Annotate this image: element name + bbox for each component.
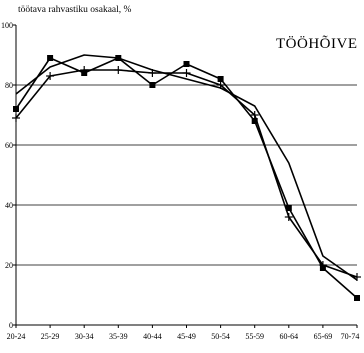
x-tick-label: 25-29 [41, 332, 60, 341]
y-tick-label: 80 [5, 81, 13, 90]
x-tick-labels: 20-24 25-29 30-34 35-39 40-44 45-49 50-54 55-59… [7, 332, 360, 341]
x-tick-label: 65-69 [314, 332, 333, 341]
grid-lines [16, 84, 357, 266]
chart-title: TÖÖHÕIVE [276, 35, 357, 52]
data-point-square [149, 82, 156, 88]
x-tick-label: 30-34 [75, 332, 94, 341]
data-point-square [354, 295, 360, 301]
y-tick-label: 20 [5, 261, 13, 270]
data-point-plus [12, 114, 20, 122]
data-point-plus [114, 66, 123, 74]
y-tick-label: 60 [5, 141, 13, 150]
y-tick-labels: 0 20 40 60 80 100 [1, 21, 13, 330]
y-tick-label: 100 [1, 21, 13, 30]
data-point-square [251, 118, 258, 124]
x-tick-label: 35-39 [109, 332, 128, 341]
data-point-square [13, 106, 19, 112]
data-point-square [217, 76, 224, 82]
data-point-plus [80, 66, 89, 74]
y-tick-label: 0 [9, 321, 13, 330]
series-line-1 [15, 57, 358, 299]
axes [13, 24, 358, 328]
x-tick-label: 70-74 [341, 332, 360, 341]
data-point-plus [182, 69, 191, 77]
x-tick-label: 50-54 [211, 332, 230, 341]
series-line-3 [15, 54, 358, 281]
data-point-square [47, 55, 54, 61]
series-group [12, 54, 361, 301]
data-point-plus [318, 261, 327, 269]
data-point-plus [284, 213, 293, 221]
y-tick-label: 40 [5, 201, 13, 210]
data-point-plus [250, 111, 259, 119]
data-point-plus [46, 72, 55, 80]
x-tick-label: 60-64 [279, 332, 298, 341]
y-axis-label: töötava rahvastiku osakaal, % [18, 5, 132, 15]
data-point-square [285, 205, 292, 211]
x-tick-label: 55-59 [245, 332, 264, 341]
series-line-2 [15, 69, 358, 278]
x-tick-label: 40-44 [143, 332, 162, 341]
x-tick-label: 45-49 [177, 332, 196, 341]
x-tick-label: 20-24 [7, 332, 26, 341]
data-point-square [183, 61, 190, 67]
